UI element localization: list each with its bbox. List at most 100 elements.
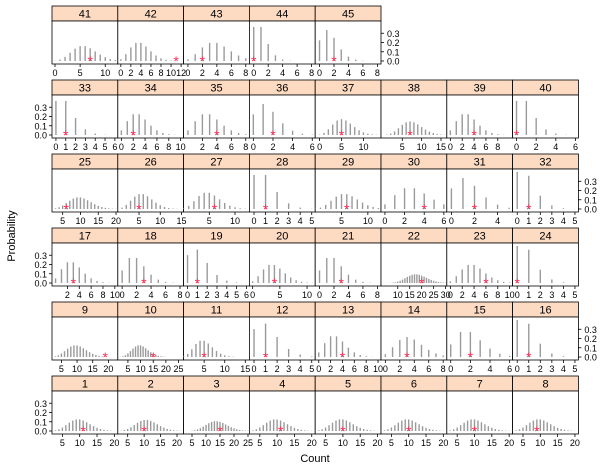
panel-43: 43 * 0 2 4 6 8 <box>183 5 250 78</box>
x-tick-label: 2 <box>200 68 205 78</box>
x-tick-label: 6 <box>244 290 249 300</box>
x-tick-label: 2 <box>65 290 70 300</box>
panel-23: 23 * 0 2 4 6 8 10 <box>446 227 515 300</box>
x-tick-label: 4 <box>290 142 295 152</box>
x-tick-label: 6 <box>360 290 365 300</box>
x-tick-label: 5 <box>572 216 577 226</box>
x-tick-label: 4 <box>561 290 566 300</box>
panel-strip-label: 32 <box>539 157 551 169</box>
x-tick-label: 30 <box>441 290 451 300</box>
x-tick-label: 5 <box>520 438 525 448</box>
x-tick-label: 15 <box>421 438 431 448</box>
x-tick-label: 0 <box>317 290 322 300</box>
panel-strip-label: 39 <box>474 83 486 95</box>
x-tick-label: 10 <box>404 438 414 448</box>
panel-strip-label: 45 <box>342 9 354 21</box>
x-tick-label: 10 <box>166 68 176 78</box>
panel-28: 28 * 0 1 2 3 4 5 <box>248 153 316 226</box>
panel-frame <box>512 390 579 435</box>
y-tick-label: 0.0 <box>584 205 597 215</box>
panel-3: 3 * 5 10 15 20 25 <box>183 375 253 448</box>
x-tick-label: 4 <box>143 142 148 152</box>
x-tick-label: 5 <box>572 290 577 300</box>
y-tick-label: 0.1 <box>34 121 47 131</box>
y-axis-label: Probability <box>6 210 18 262</box>
panel-39: 39 * 0 2 4 6 8 <box>446 79 513 152</box>
x-tick-label: 2 <box>538 290 543 300</box>
x-tick-label: 20 <box>417 290 427 300</box>
panel-strip-label: 7 <box>477 379 483 391</box>
x-tick-label: 0 <box>118 68 123 78</box>
panel-strip-label: 12 <box>276 305 288 317</box>
panel-strip-label: 3 <box>213 379 219 391</box>
panel-7: 7 * 5 10 15 20 <box>446 375 514 448</box>
observed-marker: * <box>214 127 220 143</box>
panel-frame <box>446 390 513 435</box>
observed-marker: * <box>195 275 201 291</box>
panel-strip-label: 21 <box>342 231 354 243</box>
panel-13: 13 * 0 2 4 6 8 10 <box>314 301 383 374</box>
y-tick-label: 0.1 <box>387 47 400 57</box>
x-tick-label: 1 <box>526 364 531 374</box>
panel-40: 40 *0 2 4 6 <box>512 79 579 152</box>
x-tick-label: 5 <box>125 438 130 448</box>
x-tick-label: 20 <box>373 438 383 448</box>
observed-marker: * <box>404 349 410 365</box>
panel-frame <box>512 168 579 213</box>
x-tick-label: 0 <box>515 216 520 226</box>
x-tick-label: 3 <box>549 216 554 226</box>
panel-45: 45 * 0 2 4 6 8 <box>314 5 382 78</box>
x-tick-label: 10 <box>220 364 230 374</box>
x-tick-label: 10 <box>302 290 312 300</box>
x-tick-label: 5 <box>389 438 394 448</box>
x-tick-label: 4 <box>412 364 417 374</box>
panel-strip-label: 25 <box>79 157 91 169</box>
x-tick-label: 2 <box>328 364 333 374</box>
x-tick-label: 10 <box>110 290 120 300</box>
x-tick-label: 4 <box>346 68 351 78</box>
x-tick-label: 1 <box>526 216 531 226</box>
panel-17: 17 *2 4 6 8 10 <box>51 227 120 300</box>
panel-strip-label: 13 <box>342 305 354 317</box>
observed-marker: * <box>200 53 206 69</box>
panel-30: 30 * 0 2 4 6 <box>380 153 448 226</box>
x-tick-label: 0 <box>185 290 190 300</box>
x-tick-label: 5 <box>234 290 239 300</box>
panel-37: 37 * 0 5 10 <box>314 79 382 152</box>
x-tick-label: 5 <box>202 364 207 374</box>
y-tick-label: 0.1 <box>34 417 47 427</box>
x-tick-label: 4 <box>93 142 98 152</box>
x-tick-label: 2 <box>460 142 465 152</box>
panel-strip-label: 16 <box>539 305 551 317</box>
panel-29: 29 *5 10 <box>314 153 382 226</box>
panel-42: 42 * 0 2 4 6 8 10 12 <box>117 5 186 78</box>
panel-frame <box>314 94 382 139</box>
observed-marker: * <box>468 349 474 365</box>
panel-strip-label: 30 <box>408 157 420 169</box>
observed-marker: * <box>340 423 346 439</box>
x-tick-label: 15 <box>355 438 365 448</box>
observed-marker: * <box>534 423 540 439</box>
panel-22: 22 * 10 15 20 25 30 <box>380 227 451 300</box>
x-tick-label: 0 <box>252 216 257 226</box>
panel-strip-label: 9 <box>82 305 88 317</box>
panel-strip-label: 8 <box>542 379 548 391</box>
panel-strip-label: 11 <box>211 305 222 317</box>
x-tick-label: 6 <box>112 142 117 152</box>
panel-4: 4 * 5 10 15 20 <box>248 375 317 448</box>
x-tick-label: 10 <box>535 438 545 448</box>
observed-marker: * <box>472 423 478 439</box>
x-tick-label: 0 <box>119 142 124 152</box>
observed-marker: * <box>339 275 345 291</box>
x-tick-label: 20 <box>229 438 239 448</box>
y-tick-label: 0.1 <box>34 269 47 279</box>
x-tick-label: 0 <box>185 68 190 78</box>
x-tick-label: 5 <box>339 142 344 152</box>
x-tick-label: 20 <box>570 438 580 448</box>
y-tick-label: 0.2 <box>387 38 400 48</box>
x-tick-label: 15 <box>93 216 103 226</box>
x-tick-label: 2 <box>460 290 465 300</box>
panel-27: 27 *5 10 <box>182 153 250 226</box>
x-tick-label: 15 <box>240 364 250 374</box>
observed-marker: * <box>217 423 223 439</box>
